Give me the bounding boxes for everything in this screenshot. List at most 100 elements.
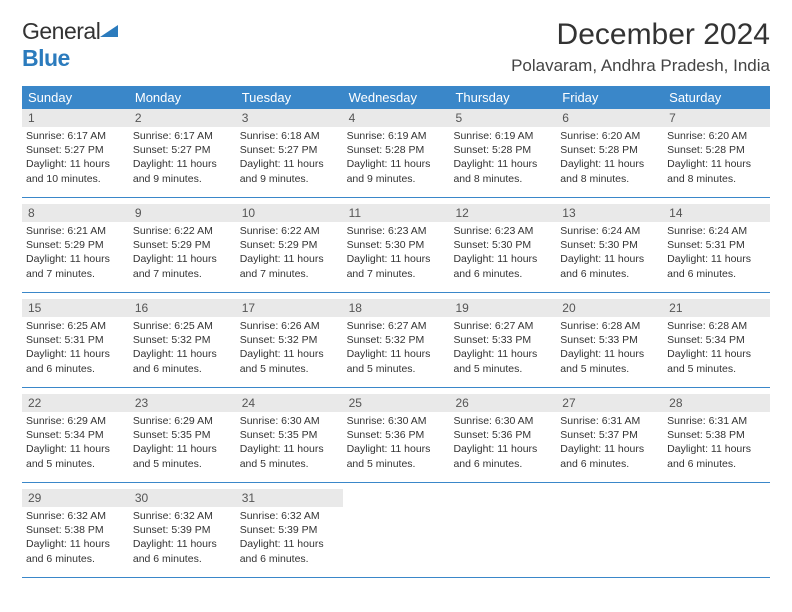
daylight-line: Daylight: 11 hours and 6 minutes.	[26, 537, 125, 565]
week-row: 22Sunrise: 6:29 AMSunset: 5:34 PMDayligh…	[22, 394, 770, 483]
sunrise-line: Sunrise: 6:30 AM	[240, 414, 339, 428]
day-cell: 16Sunrise: 6:25 AMSunset: 5:32 PMDayligh…	[129, 299, 236, 387]
day-details: Sunrise: 6:21 AMSunset: 5:29 PMDaylight:…	[22, 222, 129, 285]
sunset-line: Sunset: 5:28 PM	[453, 143, 552, 157]
daylight-line: Daylight: 11 hours and 6 minutes.	[667, 442, 766, 470]
sunrise-line: Sunrise: 6:21 AM	[26, 224, 125, 238]
sunset-line: Sunset: 5:35 PM	[133, 428, 232, 442]
daylight-line: Daylight: 11 hours and 6 minutes.	[667, 252, 766, 280]
daylight-line: Daylight: 11 hours and 7 minutes.	[347, 252, 446, 280]
daylight-line: Daylight: 11 hours and 5 minutes.	[240, 442, 339, 470]
sunset-line: Sunset: 5:27 PM	[240, 143, 339, 157]
day-cell: 2Sunrise: 6:17 AMSunset: 5:27 PMDaylight…	[129, 109, 236, 197]
day-cell: 1Sunrise: 6:17 AMSunset: 5:27 PMDaylight…	[22, 109, 129, 197]
day-cell: 5 Sunrise: 6:19 AMSunset: 5:28 PMDaylight…	[449, 109, 556, 197]
day-details: Sunrise: 6:19 AMSunset: 5:28 PMDaylight:…	[343, 127, 450, 190]
sunset-line: Sunset: 5:31 PM	[667, 238, 766, 252]
daylight-line: Daylight: 11 hours and 6 minutes.	[560, 442, 659, 470]
sunrise-line: Sunrise: 6:23 AM	[347, 224, 446, 238]
day-details: Sunrise: 6:18 AMSunset: 5:27 PMDaylight:…	[236, 127, 343, 190]
day-details: Sunrise: 6:23 AMSunset: 5:30 PMDaylight:…	[449, 222, 556, 285]
day-cell: 12Sunrise: 6:23 AMSunset: 5:30 PMDayligh…	[449, 204, 556, 292]
daylight-line: Daylight: 11 hours and 6 minutes.	[453, 252, 552, 280]
daylight-line: Daylight: 11 hours and 6 minutes.	[133, 347, 232, 375]
sunrise-line: Sunrise: 6:28 AM	[667, 319, 766, 333]
daylight-line: Daylight: 11 hours and 7 minutes.	[133, 252, 232, 280]
weekday-header: Wednesday	[343, 86, 450, 109]
sunrise-line: Sunrise: 6:22 AM	[240, 224, 339, 238]
day-cell: 6Sunrise: 6:20 AMSunset: 5:28 PMDaylight…	[556, 109, 663, 197]
logo: GeneralBlue	[22, 18, 118, 72]
sunset-line: Sunset: 5:27 PM	[133, 143, 232, 157]
sunset-line: Sunset: 5:30 PM	[347, 238, 446, 252]
day-number: 16	[129, 299, 236, 317]
sunrise-line: Sunrise: 6:28 AM	[560, 319, 659, 333]
daylight-line: Daylight: 11 hours and 5 minutes.	[133, 442, 232, 470]
day-cell: 24Sunrise: 6:30 AMSunset: 5:35 PMDayligh…	[236, 394, 343, 482]
day-number: 6	[556, 109, 663, 127]
day-number: 25	[343, 394, 450, 412]
daylight-line: Daylight: 11 hours and 5 minutes.	[240, 347, 339, 375]
daylight-line: Daylight: 11 hours and 5 minutes.	[667, 347, 766, 375]
weekday-header: Tuesday	[236, 86, 343, 109]
day-cell: 28Sunrise: 6:31 AMSunset: 5:38 PMDayligh…	[663, 394, 770, 482]
sunset-line: Sunset: 5:28 PM	[667, 143, 766, 157]
sunrise-line: Sunrise: 6:31 AM	[667, 414, 766, 428]
logo-text-1: General	[22, 18, 100, 44]
sunrise-line: Sunrise: 6:32 AM	[240, 509, 339, 523]
sunrise-line: Sunrise: 6:27 AM	[453, 319, 552, 333]
daylight-line: Daylight: 11 hours and 7 minutes.	[26, 252, 125, 280]
sunset-line: Sunset: 5:29 PM	[26, 238, 125, 252]
daylight-line: Daylight: 11 hours and 10 minutes.	[26, 157, 125, 185]
day-cell: 17Sunrise: 6:26 AMSunset: 5:32 PMDayligh…	[236, 299, 343, 387]
day-details: Sunrise: 6:29 AMSunset: 5:35 PMDaylight:…	[129, 412, 236, 475]
day-number: 10	[236, 204, 343, 222]
sunrise-line: Sunrise: 6:27 AM	[347, 319, 446, 333]
daylight-line: Daylight: 11 hours and 5 minutes.	[26, 442, 125, 470]
day-cell: 15Sunrise: 6:25 AMSunset: 5:31 PMDayligh…	[22, 299, 129, 387]
sunset-line: Sunset: 5:31 PM	[26, 333, 125, 347]
weekday-header-row: SundayMondayTuesdayWednesdayThursdayFrid…	[22, 86, 770, 109]
day-number: 8	[22, 204, 129, 222]
daylight-line: Daylight: 11 hours and 8 minutes.	[453, 157, 552, 185]
day-number: 3	[236, 109, 343, 127]
page-title: December 2024	[511, 18, 770, 52]
day-details: Sunrise: 6:26 AMSunset: 5:32 PMDaylight:…	[236, 317, 343, 380]
day-cell: 22Sunrise: 6:29 AMSunset: 5:34 PMDayligh…	[22, 394, 129, 482]
logo-text: GeneralBlue	[22, 18, 118, 72]
day-cell: ..	[556, 489, 663, 577]
day-cell: 14Sunrise: 6:24 AMSunset: 5:31 PMDayligh…	[663, 204, 770, 292]
day-cell: 20Sunrise: 6:28 AMSunset: 5:33 PMDayligh…	[556, 299, 663, 387]
day-details: Sunrise: 6:22 AMSunset: 5:29 PMDaylight:…	[129, 222, 236, 285]
week-row: 15Sunrise: 6:25 AMSunset: 5:31 PMDayligh…	[22, 299, 770, 388]
day-number: 21	[663, 299, 770, 317]
day-cell: 18Sunrise: 6:27 AMSunset: 5:32 PMDayligh…	[343, 299, 450, 387]
day-number: 12	[449, 204, 556, 222]
sunset-line: Sunset: 5:35 PM	[240, 428, 339, 442]
sunset-line: Sunset: 5:27 PM	[26, 143, 125, 157]
daylight-line: Daylight: 11 hours and 5 minutes.	[347, 347, 446, 375]
day-details: Sunrise: 6:27 AMSunset: 5:32 PMDaylight:…	[343, 317, 450, 380]
sunrise-line: Sunrise: 6:32 AM	[133, 509, 232, 523]
calendar-body: 1Sunrise: 6:17 AMSunset: 5:27 PMDaylight…	[22, 109, 770, 578]
sunrise-line: Sunrise: 6:29 AM	[26, 414, 125, 428]
day-details: Sunrise: 6:20 AMSunset: 5:28 PMDaylight:…	[663, 127, 770, 190]
daylight-line: Daylight: 11 hours and 5 minutes.	[560, 347, 659, 375]
sunrise-line: Sunrise: 6:19 AM	[453, 129, 552, 143]
sunrise-line: Sunrise: 6:25 AM	[133, 319, 232, 333]
day-number: 5	[449, 109, 556, 127]
day-cell: 7Sunrise: 6:20 AMSunset: 5:28 PMDaylight…	[663, 109, 770, 197]
day-number: 2	[129, 109, 236, 127]
week-row: 8Sunrise: 6:21 AMSunset: 5:29 PMDaylight…	[22, 204, 770, 293]
day-cell: 13Sunrise: 6:24 AMSunset: 5:30 PMDayligh…	[556, 204, 663, 292]
sunrise-line: Sunrise: 6:20 AM	[667, 129, 766, 143]
title-block: December 2024 Polavaram, Andhra Pradesh,…	[511, 18, 770, 76]
daylight-line: Daylight: 11 hours and 6 minutes.	[240, 537, 339, 565]
sunset-line: Sunset: 5:36 PM	[453, 428, 552, 442]
day-cell: 25Sunrise: 6:30 AMSunset: 5:36 PMDayligh…	[343, 394, 450, 482]
sunrise-line: Sunrise: 6:29 AM	[133, 414, 232, 428]
day-number: 13	[556, 204, 663, 222]
day-cell: 3Sunrise: 6:18 AMSunset: 5:27 PMDaylight…	[236, 109, 343, 197]
day-number: 9	[129, 204, 236, 222]
day-details: Sunrise: 6:32 AMSunset: 5:38 PMDaylight:…	[22, 507, 129, 570]
